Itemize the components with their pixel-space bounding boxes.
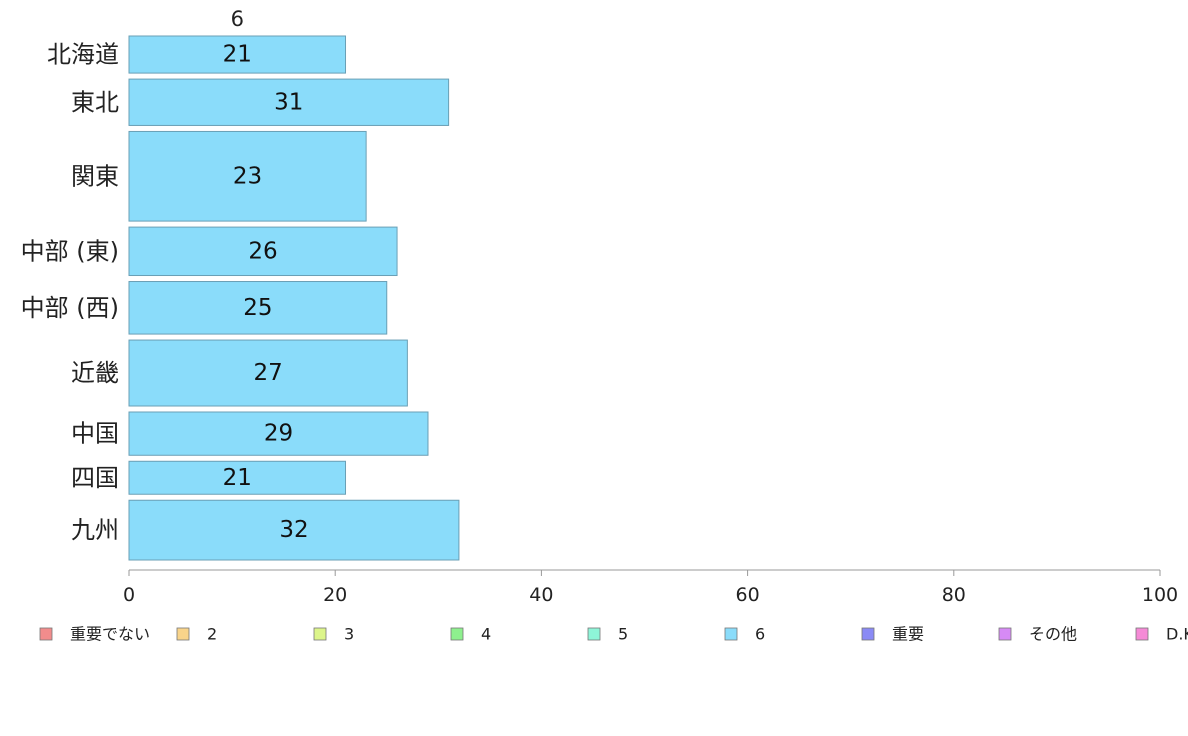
category-label: 九州	[71, 516, 119, 544]
category-label: 中部 (東)	[21, 237, 119, 265]
legend-label: 重要でない	[70, 625, 150, 644]
bar-value-label: 25	[243, 295, 272, 321]
legend-swatch	[313, 627, 327, 641]
legend-swatch	[450, 627, 464, 641]
category-label: 中部 (西)	[21, 294, 119, 322]
bar	[128, 35, 347, 74]
bars-group: 21 31 23 26 25 27 29 21 32	[128, 35, 460, 561]
legend-swatch	[724, 627, 738, 641]
x-tick-label: 40	[529, 584, 553, 606]
x-tick-label: 60	[736, 584, 760, 606]
legend-label: 5	[618, 625, 628, 644]
bar	[128, 499, 460, 561]
legend-label: 6	[755, 625, 765, 644]
category-label: 北海道	[47, 41, 119, 69]
bar	[128, 460, 347, 495]
legend-swatch	[1135, 627, 1149, 641]
legend-label: 3	[344, 625, 354, 644]
bar	[128, 339, 408, 407]
x-tick-label: 0	[123, 584, 135, 606]
bar	[128, 281, 388, 335]
category-label: 関東	[71, 162, 119, 190]
legend-swatch	[998, 627, 1012, 641]
bar-value-label: 23	[233, 163, 262, 189]
legend-label: 重要	[892, 625, 924, 644]
category-label: 四国	[71, 464, 119, 492]
legend-label: D.K.	[1166, 625, 1188, 644]
legend-swatch	[587, 627, 601, 641]
x-tick-label: 80	[942, 584, 966, 606]
bar-value-label: 26	[248, 238, 277, 264]
x-tick-label: 100	[1142, 584, 1178, 606]
legend-swatch	[39, 627, 53, 641]
bar-value-label: 27	[254, 360, 283, 386]
legend: 重要でない 2 3 4 5 6 重要 その他 D.K.	[39, 625, 1188, 644]
legend-swatch	[861, 627, 875, 641]
legend-label: その他	[1029, 625, 1077, 644]
bar	[128, 130, 367, 222]
series-title: 6	[231, 7, 244, 31]
bar-value-label: 31	[274, 89, 303, 115]
legend-label: 2	[207, 625, 217, 644]
bar-value-label: 29	[264, 421, 293, 447]
category-label: 中国	[71, 420, 119, 448]
legend-label: 4	[481, 625, 491, 644]
bar	[128, 226, 398, 277]
x-tick-label: 20	[323, 584, 347, 606]
x-axis: 0 20 40 60 80 100	[123, 569, 1178, 606]
bar	[128, 411, 429, 456]
bar-value-label: 21	[223, 465, 252, 491]
bar	[128, 78, 450, 126]
category-label: 近畿	[71, 359, 119, 387]
bar-value-label: 21	[223, 42, 252, 68]
bar-value-label: 32	[279, 517, 308, 543]
category-label: 東北	[71, 88, 119, 116]
legend-swatch	[176, 627, 190, 641]
